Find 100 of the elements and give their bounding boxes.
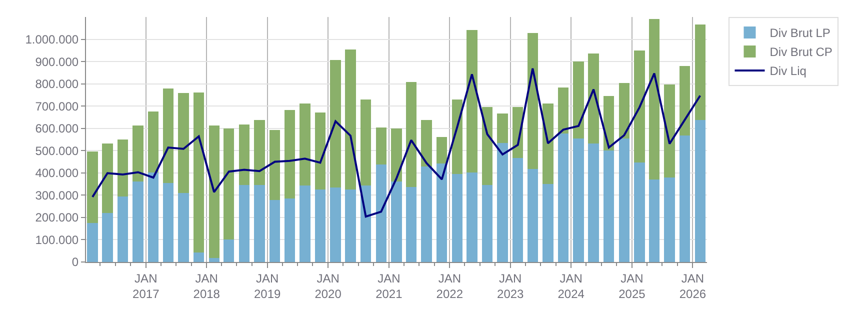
bar bbox=[436, 136, 448, 164]
bar bbox=[558, 134, 569, 262]
bar bbox=[482, 106, 493, 185]
bar bbox=[224, 128, 234, 240]
bar bbox=[360, 186, 372, 262]
y-tick-label: 900.000 bbox=[35, 54, 79, 69]
x-tick-label: JAN 2018 bbox=[193, 271, 220, 301]
bar bbox=[284, 110, 295, 199]
bar bbox=[497, 113, 508, 143]
bar bbox=[208, 126, 220, 258]
bar bbox=[162, 88, 174, 184]
line-series bbox=[91, 67, 702, 218]
bar bbox=[694, 120, 706, 262]
y-tick-label: 100.000 bbox=[35, 232, 79, 247]
bar bbox=[300, 103, 310, 186]
y-tick-label: 400.000 bbox=[35, 166, 79, 180]
bar bbox=[254, 184, 265, 262]
bar bbox=[330, 187, 341, 262]
bar bbox=[238, 124, 250, 185]
bar bbox=[102, 212, 113, 262]
bar bbox=[618, 82, 630, 139]
bar bbox=[238, 184, 250, 262]
bar bbox=[482, 184, 493, 262]
y-tick-label: 700.000 bbox=[35, 99, 79, 114]
bar bbox=[269, 200, 280, 262]
bar bbox=[269, 130, 280, 200]
bar bbox=[391, 181, 402, 262]
bar bbox=[406, 82, 417, 187]
bar bbox=[193, 252, 204, 262]
bar bbox=[254, 120, 265, 185]
bar bbox=[314, 189, 326, 262]
bar bbox=[680, 66, 690, 136]
bar bbox=[314, 112, 326, 190]
bar bbox=[694, 24, 706, 120]
bar bbox=[634, 50, 645, 163]
bar bbox=[497, 142, 508, 262]
x-tick-label: JAN 2023 bbox=[497, 271, 524, 301]
bar bbox=[664, 178, 675, 262]
bar bbox=[117, 196, 128, 262]
bar bbox=[87, 152, 98, 223]
x-tick-label: JAN 2022 bbox=[436, 271, 464, 301]
bar bbox=[148, 172, 159, 262]
bar bbox=[391, 128, 402, 182]
y-tick-label: 200.000 bbox=[35, 210, 79, 225]
bar bbox=[648, 179, 660, 262]
bar bbox=[527, 32, 538, 170]
bar bbox=[421, 120, 432, 166]
bar bbox=[436, 163, 448, 262]
bar bbox=[466, 172, 478, 262]
y-tick-label: 300.000 bbox=[35, 188, 79, 202]
legend-label: Div Brut LP bbox=[770, 26, 830, 40]
bar bbox=[360, 100, 372, 186]
bar bbox=[466, 30, 478, 173]
bar bbox=[162, 183, 174, 262]
bar bbox=[452, 174, 462, 262]
bar bbox=[421, 166, 432, 262]
bar bbox=[178, 93, 189, 193]
bar bbox=[588, 53, 599, 144]
bar bbox=[102, 143, 113, 213]
bar bbox=[573, 62, 584, 139]
bar bbox=[117, 139, 128, 197]
y-tick-label: 800.000 bbox=[35, 77, 79, 92]
bar bbox=[224, 240, 234, 262]
x-tick-label: JAN 2017 bbox=[132, 271, 160, 301]
bar bbox=[664, 84, 675, 178]
x-tick-label: JAN 2021 bbox=[376, 271, 403, 301]
bar bbox=[512, 158, 524, 262]
x-tick-label: JAN 2024 bbox=[558, 271, 585, 301]
bar bbox=[527, 169, 538, 262]
bar bbox=[648, 18, 660, 180]
bar bbox=[604, 150, 614, 262]
bar bbox=[193, 92, 204, 252]
bar bbox=[376, 127, 386, 165]
bar bbox=[588, 143, 599, 262]
bar bbox=[573, 138, 584, 262]
x-tick-label: JAN 2019 bbox=[254, 271, 281, 301]
y-tick-label: 600.000 bbox=[35, 122, 79, 136]
bar bbox=[542, 103, 554, 184]
bar bbox=[345, 189, 356, 262]
bar bbox=[178, 192, 189, 262]
bar bbox=[330, 60, 341, 188]
bar bbox=[300, 186, 310, 262]
x-tick-label: JAN 2026 bbox=[679, 271, 706, 301]
bar bbox=[376, 164, 386, 262]
bar bbox=[208, 258, 220, 262]
y-tick-label: 1.000.000 bbox=[25, 32, 79, 46]
bar bbox=[345, 50, 356, 190]
bar bbox=[284, 198, 295, 262]
y-tick-label: 500.000 bbox=[35, 144, 79, 158]
legend-label: Div Brut CP bbox=[770, 45, 832, 60]
x-tick-label: JAN 2025 bbox=[618, 271, 646, 301]
legend-label: Div Liq bbox=[770, 64, 806, 78]
bar bbox=[87, 222, 98, 262]
x-tick-label: JAN 2020 bbox=[314, 271, 342, 301]
y-tick-label: 0 bbox=[72, 255, 79, 270]
bar bbox=[680, 136, 690, 262]
bar bbox=[406, 186, 417, 262]
bar bbox=[542, 184, 554, 262]
bar bbox=[558, 88, 569, 134]
bar bbox=[132, 126, 144, 182]
